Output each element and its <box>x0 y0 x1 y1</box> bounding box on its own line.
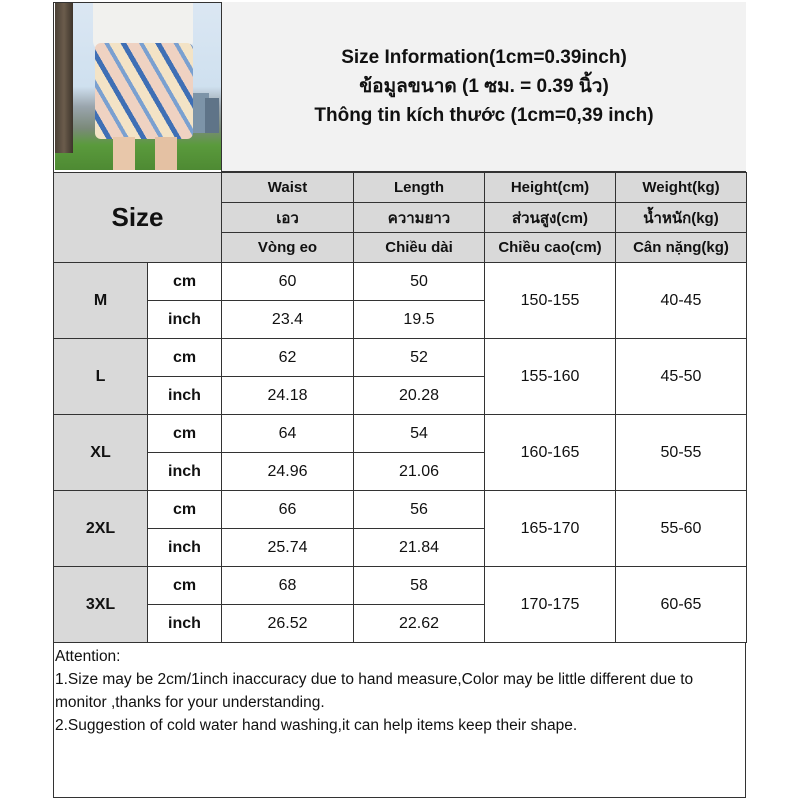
note-2: 2.Suggestion of cold water hand washing,… <box>55 717 578 734</box>
note-1: 1.Size may be 2cm/1inch inaccuracy due t… <box>55 671 694 711</box>
waist-cell: 24.96 <box>221 452 354 491</box>
column-header: Height(cm) <box>484 172 616 203</box>
unit-label: inch <box>147 528 222 567</box>
column-header: เอว <box>221 202 354 233</box>
unit-label: inch <box>147 604 222 643</box>
table-row: inch 24.18 20.28 <box>54 376 747 415</box>
column-header: Length <box>353 172 485 203</box>
photo-tree <box>55 3 73 153</box>
length-cell: 21.84 <box>353 528 485 567</box>
unit-label: inch <box>147 452 222 491</box>
size-label: 3XL <box>53 566 148 643</box>
waist-cell: 25.74 <box>221 528 354 567</box>
waist-cell: 66 <box>221 490 354 529</box>
column-header: Weight(kg) <box>615 172 747 203</box>
unit-label: cm <box>147 566 222 605</box>
photo-shorts <box>95 43 193 139</box>
header-row: Vòng eo Chiều dài Chiều cao(cm) Cân nặng(kg… <box>54 232 747 263</box>
table-row: inch 26.52 22.62 <box>54 604 747 643</box>
height-cell: 165-170 <box>484 490 616 567</box>
table-row: inch 25.74 21.84 <box>54 528 747 567</box>
size-label: L <box>53 338 148 415</box>
unit-label: cm <box>147 414 222 453</box>
column-header: ส่วนสูง(cm) <box>484 202 616 233</box>
size-info-title: Size Information(1cm=0.39inch) ข้อมูลขนา… <box>221 2 746 172</box>
column-header: น้ำหนัก(kg) <box>615 202 747 233</box>
waist-cell: 60 <box>221 262 354 301</box>
table-row: 3XL cm 68 58 170-175 60-65 <box>53 566 747 643</box>
weight-cell: 55-60 <box>615 490 747 567</box>
column-header: Chiều dài <box>353 232 485 263</box>
title-english: Size Information(1cm=0.39inch) <box>341 47 627 68</box>
photo-leg <box>113 137 135 170</box>
length-cell: 58 <box>353 566 485 605</box>
waist-cell: 64 <box>221 414 354 453</box>
size-label: XL <box>53 414 148 491</box>
column-header: Waist <box>221 172 354 203</box>
waist-cell: 24.18 <box>221 376 354 415</box>
size-label: M <box>53 262 148 339</box>
height-cell: 155-160 <box>484 338 616 415</box>
photo-building <box>205 98 219 133</box>
header-row: เอว ความยาว ส่วนสูง(cm) น้ำหนัก(kg) <box>54 202 747 233</box>
size-header: Size <box>53 172 222 263</box>
table-row: inch 23.4 19.5 <box>54 300 747 339</box>
unit-label: inch <box>147 376 222 415</box>
waist-cell: 62 <box>221 338 354 377</box>
attention-notes: Attention: 1.Size may be 2cm/1inch inacc… <box>55 645 745 737</box>
header-row: Size Waist Length Height(cm) Weight(kg) <box>53 172 747 263</box>
weight-cell: 60-65 <box>615 566 747 643</box>
table-row: M cm 60 50 150-155 40-45 <box>53 262 747 339</box>
table-row: 2XL cm 66 56 165-170 55-60 <box>53 490 747 567</box>
size-label: 2XL <box>53 490 148 567</box>
waist-cell: 68 <box>221 566 354 605</box>
length-cell: 22.62 <box>353 604 485 643</box>
length-cell: 50 <box>353 262 485 301</box>
notes-heading: Attention: <box>55 648 121 665</box>
length-cell: 54 <box>353 414 485 453</box>
length-cell: 20.28 <box>353 376 485 415</box>
column-header: Vòng eo <box>221 232 354 263</box>
title-vietnamese: Thông tin kích thước (1cm=0,39 inch) <box>314 105 654 126</box>
unit-label: cm <box>147 490 222 529</box>
height-cell: 170-175 <box>484 566 616 643</box>
product-photo <box>55 3 221 170</box>
weight-cell: 40-45 <box>615 262 747 339</box>
height-cell: 160-165 <box>484 414 616 491</box>
unit-label: cm <box>147 262 222 301</box>
column-header: Cân nặng(kg) <box>615 232 747 263</box>
column-header: Chiều cao(cm) <box>484 232 616 263</box>
table-row: L cm 62 52 155-160 45-50 <box>53 338 747 415</box>
unit-label: inch <box>147 300 222 339</box>
length-cell: 56 <box>353 490 485 529</box>
column-header: ความยาว <box>353 202 485 233</box>
weight-cell: 45-50 <box>615 338 747 415</box>
size-table: Size Waist Length Height(cm) Weight(kg) เอว คว… <box>53 172 747 643</box>
weight-cell: 50-55 <box>615 414 747 491</box>
title-thai: ข้อมูลขนาด (1 ซม. = 0.39 นิ้ว) <box>359 76 609 97</box>
height-cell: 150-155 <box>484 262 616 339</box>
length-cell: 21.06 <box>353 452 485 491</box>
table-row: XL cm 64 54 160-165 50-55 <box>53 414 747 491</box>
unit-label: cm <box>147 338 222 377</box>
photo-leg <box>155 137 177 170</box>
length-cell: 19.5 <box>353 300 485 339</box>
length-cell: 52 <box>353 338 485 377</box>
waist-cell: 26.52 <box>221 604 354 643</box>
waist-cell: 23.4 <box>221 300 354 339</box>
